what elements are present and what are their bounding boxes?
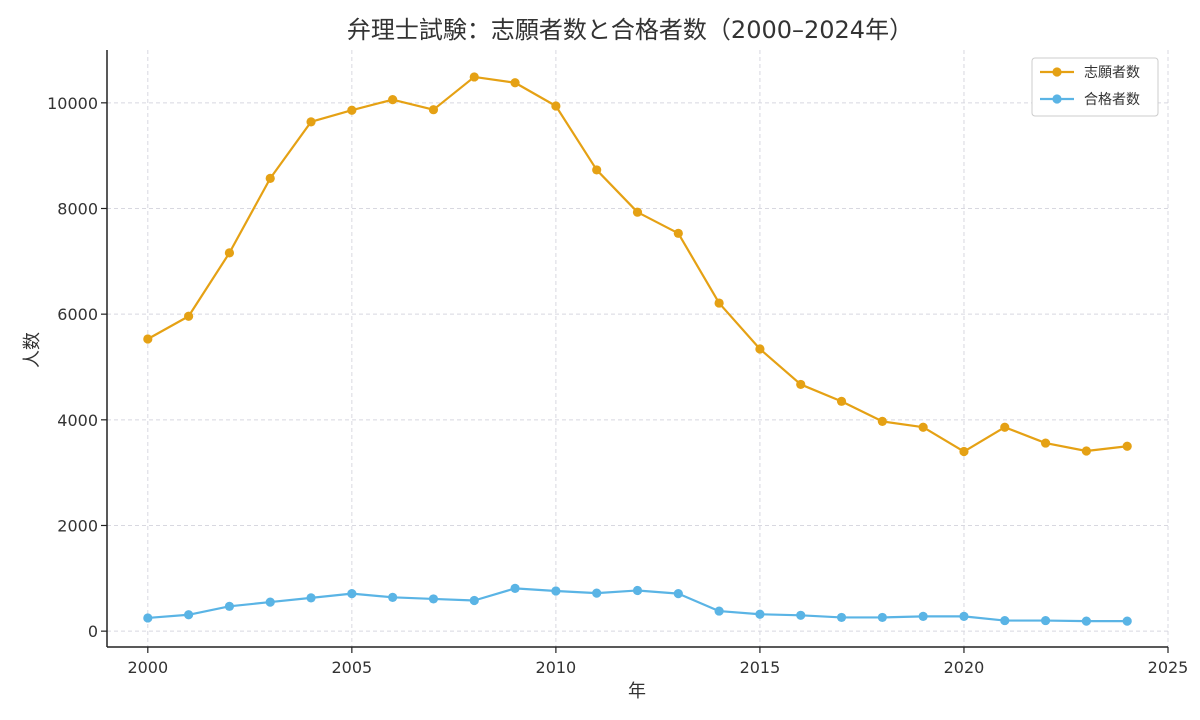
data-point [265, 597, 275, 607]
data-point [959, 446, 969, 457]
x-axis-label: 年 [628, 681, 646, 702]
data-point [755, 344, 765, 354]
y-tick-label: 0 [88, 622, 98, 641]
data-point [224, 248, 235, 258]
y-tick-label: 4000 [57, 411, 98, 430]
data-point [143, 334, 153, 344]
x-tick-label: 2005 [331, 658, 372, 677]
legend-swatch-marker [1052, 67, 1062, 77]
series-line [147, 75, 1128, 453]
data-point [673, 589, 683, 599]
data-point [632, 207, 643, 217]
data-point [347, 589, 357, 599]
data-point [1081, 446, 1091, 456]
data-point [836, 396, 847, 406]
data-point [428, 105, 439, 115]
y-tick-label: 2000 [57, 516, 98, 535]
data-point [1000, 615, 1010, 626]
data-point [551, 586, 561, 596]
data-point [388, 592, 398, 602]
data-point [1122, 441, 1132, 451]
axes [106, 50, 1168, 648]
y-tick-label: 10000 [47, 94, 98, 113]
data-point [1000, 422, 1010, 432]
legend-label: 合格者数 [1084, 92, 1140, 108]
chart-title: 弁理士試験：志願者数と合格者数（2000–2024年） [347, 16, 913, 44]
legend-label: 志願者数 [1084, 65, 1140, 81]
legend-item: 合格者数 [1040, 92, 1140, 108]
data-point [306, 117, 316, 127]
data-point [1122, 616, 1132, 626]
y-axis-label: 人数 [22, 332, 43, 368]
data-point [1040, 615, 1051, 626]
data-point [184, 610, 194, 620]
data-point [796, 379, 806, 390]
x-tick-label: 2000 [127, 658, 168, 677]
data-point [347, 105, 357, 115]
data-point [388, 95, 398, 105]
series-1 [143, 72, 1132, 457]
data-point [469, 72, 479, 82]
data-point [265, 173, 275, 183]
data-point [592, 165, 602, 175]
data-point [836, 612, 847, 623]
grid [107, 50, 1169, 647]
data-point [918, 611, 928, 621]
data-point [469, 595, 479, 606]
x-tick-label: 2020 [944, 658, 985, 677]
data-point [714, 298, 724, 308]
y-tick-label: 8000 [57, 199, 98, 218]
legend-item: 志願者数 [1040, 65, 1140, 81]
data-point [1040, 438, 1051, 448]
data-point [673, 228, 683, 238]
data-point [428, 594, 439, 604]
data-point [796, 610, 806, 620]
tick-labels: 2000 2005 2010 2015 2020 2025 0 2000 4000 6000 800… [47, 94, 1188, 677]
data-point [184, 311, 194, 321]
data-point [1081, 616, 1091, 626]
data-point [877, 612, 887, 623]
data-point [143, 613, 153, 623]
series-2 [143, 583, 1132, 626]
data-point [632, 585, 643, 596]
data-point [224, 601, 235, 611]
series [143, 72, 1132, 626]
legend-swatch-marker [1052, 94, 1062, 104]
y-tick-label: 6000 [57, 305, 98, 324]
data-point [877, 416, 887, 427]
data-point [714, 606, 724, 616]
x-tick-label: 2010 [536, 658, 577, 677]
data-point [755, 609, 765, 619]
x-tick-label: 2015 [740, 658, 781, 677]
data-point [959, 611, 969, 621]
data-point [510, 78, 520, 88]
data-point [592, 588, 602, 598]
x-tick-label: 2025 [1148, 658, 1189, 677]
data-point [510, 583, 520, 593]
data-point [551, 101, 561, 111]
data-point [306, 593, 316, 603]
data-point [918, 422, 928, 432]
